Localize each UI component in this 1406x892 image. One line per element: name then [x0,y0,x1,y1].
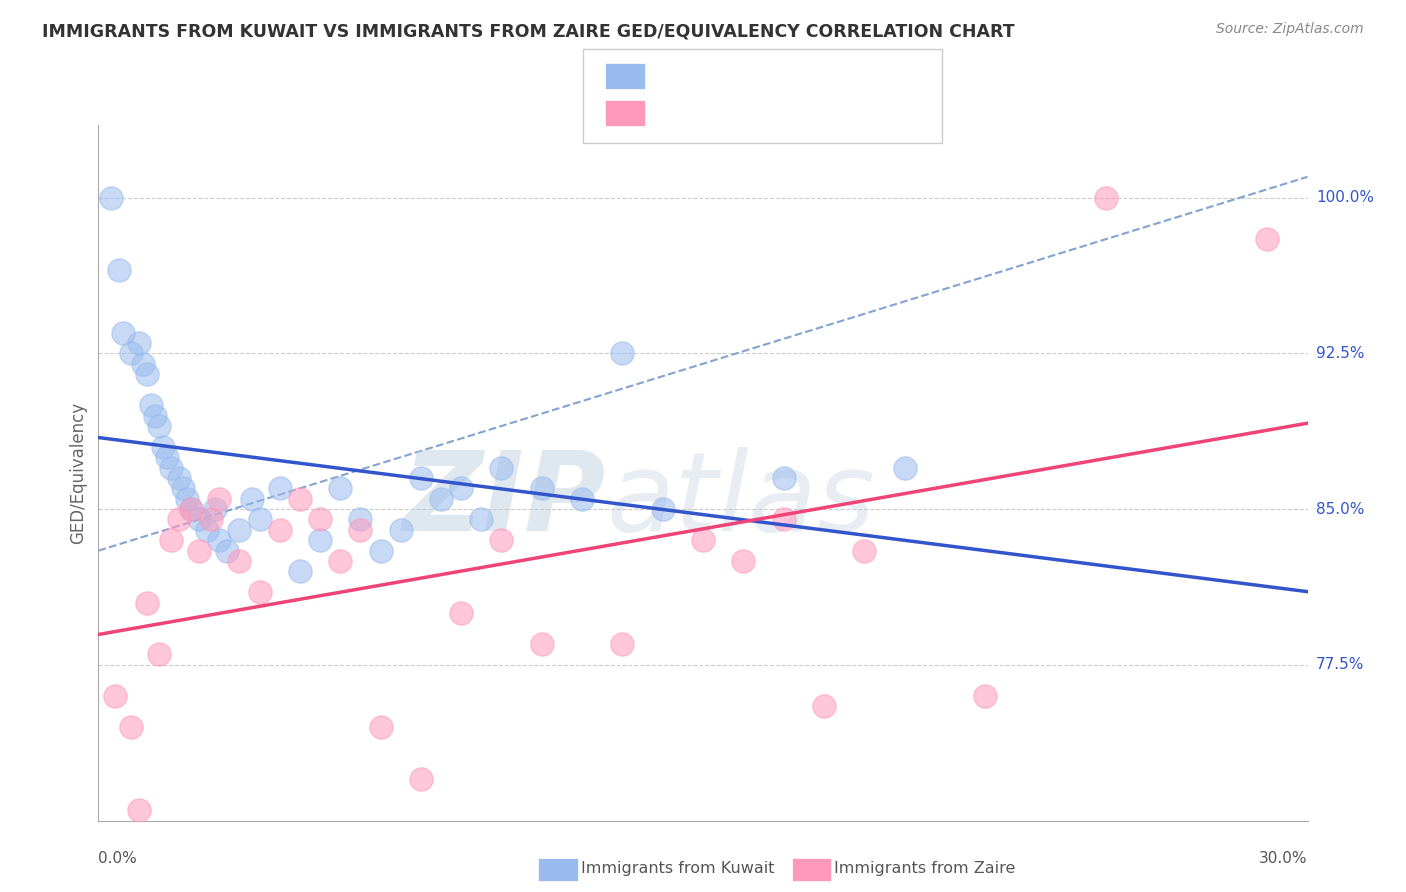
Point [195,523,218,537]
Point [120,346,142,360]
Point [288,491,311,506]
Point [135,596,157,610]
Point [571,491,593,506]
Text: R = 0.354   N = 32: R = 0.354 N = 32 [652,103,823,121]
Point [269,481,291,495]
Text: 30.0%: 30.0% [1260,851,1308,866]
Point [530,637,553,651]
Point [651,502,673,516]
Point [853,543,876,558]
Point [370,543,392,558]
Point [530,481,553,495]
Point [152,440,174,454]
Point [139,398,162,412]
Point [167,471,190,485]
Point [349,512,371,526]
Point [249,585,271,599]
Point [148,419,170,434]
Text: 100.0%: 100.0% [1316,190,1374,205]
Text: ZIP: ZIP [402,447,606,554]
Point [160,533,183,548]
Point [389,523,412,537]
Point [143,409,166,423]
Point [974,689,997,703]
Point [107,263,129,277]
Text: R = 0.098   N = 43: R = 0.098 N = 43 [652,68,823,86]
Text: IMMIGRANTS FROM KUWAIT VS IMMIGRANTS FROM ZAIRE GED/EQUIVALENCY CORRELATION CHAR: IMMIGRANTS FROM KUWAIT VS IMMIGRANTS FRO… [42,22,1015,40]
Point [160,460,183,475]
Point [692,533,714,548]
Point [450,481,472,495]
Point [132,357,155,371]
Point [772,471,794,485]
Point [167,512,190,526]
Point [128,335,150,350]
Text: 92.5%: 92.5% [1316,346,1364,361]
Point [612,346,634,360]
Point [772,512,794,526]
Point [128,803,150,817]
Point [180,502,202,516]
Point [409,772,432,786]
Point [135,367,157,381]
Point [329,481,352,495]
Point [288,565,311,579]
Point [176,491,198,506]
Point [148,648,170,662]
Point [103,689,125,703]
Point [409,471,432,485]
Point [612,637,634,651]
Point [491,460,513,475]
Text: 85.0%: 85.0% [1316,501,1364,516]
Point [111,326,134,340]
Text: 0.0%: 0.0% [98,851,138,866]
Point [208,533,231,548]
Point [269,523,291,537]
Point [228,554,250,568]
Point [430,491,453,506]
Point [491,533,513,548]
Text: atlas: atlas [606,447,875,554]
Point [309,533,332,548]
Text: Source: ZipAtlas.com: Source: ZipAtlas.com [1216,22,1364,37]
Point [240,491,263,506]
Point [200,512,222,526]
Point [188,512,211,526]
Point [180,502,202,516]
Point [470,512,492,526]
Text: 77.5%: 77.5% [1316,657,1364,673]
Point [813,699,835,714]
Point [156,450,179,465]
Point [188,543,211,558]
Point [450,606,472,620]
Point [228,523,250,537]
Point [217,543,239,558]
Y-axis label: GED/Equivalency: GED/Equivalency [69,401,87,544]
Point [1256,232,1278,246]
Point [100,190,122,204]
Point [349,523,371,537]
Point [733,554,755,568]
Point [1095,190,1118,204]
Point [120,720,142,734]
Point [208,491,231,506]
Point [204,502,226,516]
Point [893,460,915,475]
Point [370,720,392,734]
Text: Immigrants from Zaire: Immigrants from Zaire [834,862,1015,876]
Text: Immigrants from Kuwait: Immigrants from Kuwait [581,862,775,876]
Point [172,481,194,495]
Point [309,512,332,526]
Point [249,512,271,526]
Point [329,554,352,568]
